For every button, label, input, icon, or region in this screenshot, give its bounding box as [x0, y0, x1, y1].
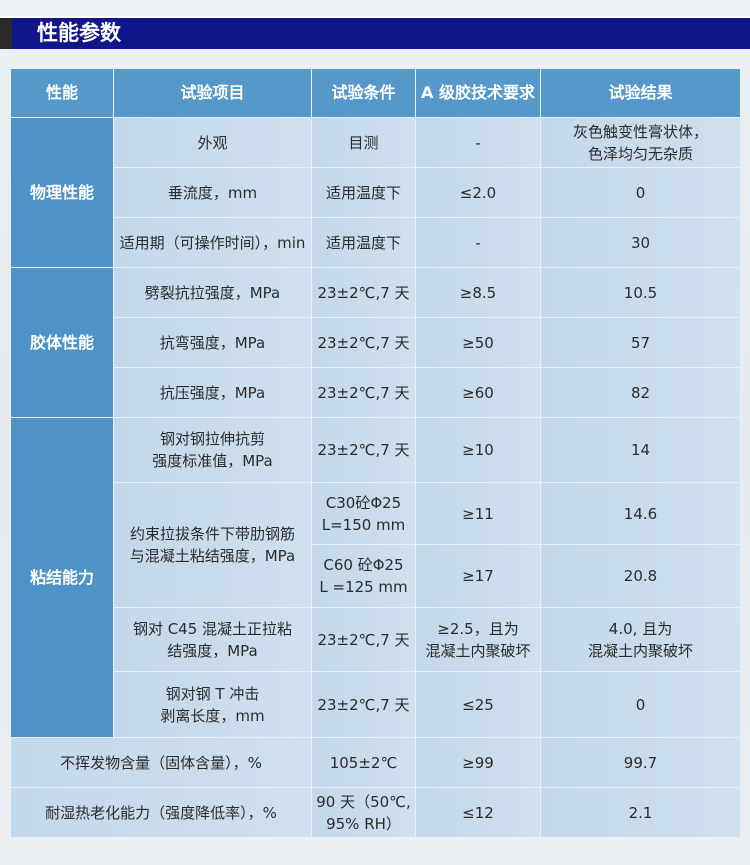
table-row: 抗压强度，MPa 23±2℃,7 天 ≥60 82 [11, 367, 741, 418]
requirement-cell: ≥99 [415, 737, 541, 788]
result-cell: 14 [540, 417, 741, 483]
condition-cell: C60 砼Φ25 L =125 mm [311, 544, 416, 608]
result-cell: 30 [540, 217, 741, 268]
requirement-cell: ≥8.5 [415, 267, 541, 318]
result-cell: 0 [540, 671, 741, 738]
table-row: 粘结能力 钢对钢拉伸抗剪 强度标准值，MPa 23±2℃,7 天 ≥10 14 [10, 417, 741, 738]
table-row: 胶体性能 劈裂抗拉强度，MPa 23±2℃,7 天 ≥8.5 10.5 [10, 267, 741, 418]
table-row: 钢对钢 T 冲击 剥离长度，mm 23±2℃,7 天 ≤25 0 [11, 671, 741, 738]
item-cell: 钢对 C45 混凝土正拉粘 结强度，MPa [113, 607, 312, 672]
item-cell: 垂流度，mm [113, 167, 312, 218]
condition-cell: 目测 [311, 117, 416, 168]
header-cell: 试验条件 [311, 68, 416, 118]
item-cell: 耐湿热老化能力（强度降低率），% [10, 787, 312, 838]
item-cell: 钢对钢拉伸抗剪 强度标准值，MPa [113, 417, 312, 483]
condition-cell: C30砼Φ25 L=150 mm [311, 482, 416, 545]
requirement-cell: ≥50 [415, 317, 541, 368]
result-cell: 2.1 [540, 787, 741, 838]
result-cell: 99.7 [540, 737, 741, 788]
category-cell: 胶体性能 [10, 267, 114, 418]
condition-cell: 适用温度下 [311, 167, 416, 218]
result-cell: 82 [540, 367, 741, 418]
result-cell: 4.0, 且为 混凝土内聚破坏 [540, 607, 741, 672]
table-row: 钢对 C45 混凝土正拉粘 结强度，MPa 23±2℃,7 天 ≥2.5，且为 混凝… [11, 607, 741, 672]
result-cell: 灰色触变性膏状体， 色泽均匀无杂质 [540, 117, 741, 168]
condition-cell: 90 天（50℃, 95% RH） [311, 787, 416, 838]
requirement-cell: ≥17 [415, 544, 541, 608]
header-cell: 试验项目 [113, 68, 312, 118]
requirement-cell: ≥11 [415, 482, 541, 545]
requirement-cell: ≤12 [415, 787, 541, 838]
performance-table: 性能 试验项目 试验条件 A 级胶技术要求 试验结果 物理性能 外观 目测 - 灰色触变… [10, 68, 741, 838]
item-cell: 钢对钢 T 冲击 剥离长度，mm [113, 671, 312, 738]
item-cell: 劈裂抗拉强度，MPa [113, 267, 312, 318]
table-row: 耐湿热老化能力（强度降低率），% 90 天（50℃, 95% RH） ≤12 2.1 [10, 787, 741, 838]
header-cell: 试验结果 [540, 68, 741, 118]
table-row: 不挥发物含量（固体含量），% 105±2℃ ≥99 99.7 [10, 737, 741, 788]
condition-cell: 适用温度下 [311, 217, 416, 268]
item-cell: 抗压强度，MPa [113, 367, 312, 418]
table-header-row: 性能 试验项目 试验条件 A 级胶技术要求 试验结果 [10, 68, 741, 118]
table-row: 垂流度，mm 适用温度下 ≤2.0 0 [11, 167, 741, 218]
condition-cell: 23±2℃,7 天 [311, 367, 416, 418]
table-row: 约束拉拔条件下带肋钢筋 与混凝土粘结强度，MPa C30砼Φ25 L=150 mm… [11, 482, 741, 608]
requirement-cell: ≤2.0 [415, 167, 541, 218]
item-cell: 抗弯强度，MPa [113, 317, 312, 368]
condition-cell: 23±2℃,7 天 [311, 317, 416, 368]
result-cell: 57 [540, 317, 741, 368]
result-cell: 10.5 [540, 267, 741, 318]
condition-cell: 23±2℃,7 天 [311, 607, 416, 672]
requirement-cell: - [415, 217, 541, 268]
table-row: 适用期（可操作时间），min 适用温度下 -30 [11, 217, 741, 268]
condition-cell: 23±2℃,7 天 [311, 417, 416, 483]
header-cell: 性能 [10, 68, 114, 118]
condition-cell: 23±2℃,7 天 [311, 267, 416, 318]
requirement-cell: - [415, 117, 541, 168]
category-cell: 物理性能 [10, 117, 114, 268]
table-row: C60 砼Φ25 L =125 mm ≥17 20.8 [11, 544, 741, 608]
requirement-cell: ≥10 [415, 417, 541, 483]
table-row: 物理性能 外观 目测 - 灰色触变性膏状体， 色泽均匀无杂质 [10, 117, 741, 268]
result-cell: 0 [540, 167, 741, 218]
result-cell: 20.8 [540, 544, 741, 608]
table-row: 抗弯强度，MPa 23±2℃,7 天 ≥50 57 [11, 317, 741, 368]
condition-cell: 23±2℃,7 天 [311, 671, 416, 738]
banner-accent-strip [0, 18, 12, 49]
condition-cell: 105±2℃ [311, 737, 416, 788]
header-cell: A 级胶技术要求 [415, 68, 541, 118]
section-title: 性能参数 [37, 21, 121, 45]
requirement-cell: ≤25 [415, 671, 541, 738]
item-cell: 不挥发物含量（固体含量），% [10, 737, 312, 788]
result-cell: 14.6 [540, 482, 741, 545]
section-banner: 性能参数 [0, 16, 750, 49]
category-cell: 粘结能力 [10, 417, 114, 738]
requirement-cell: ≥2.5，且为 混凝土内聚破坏 [415, 607, 541, 672]
item-cell: 适用期（可操作时间），min [113, 217, 312, 268]
item-cell: 外观 [113, 117, 312, 168]
item-cell: 约束拉拔条件下带肋钢筋 与混凝土粘结强度，MPa [113, 482, 312, 608]
requirement-cell: ≥60 [415, 367, 541, 418]
